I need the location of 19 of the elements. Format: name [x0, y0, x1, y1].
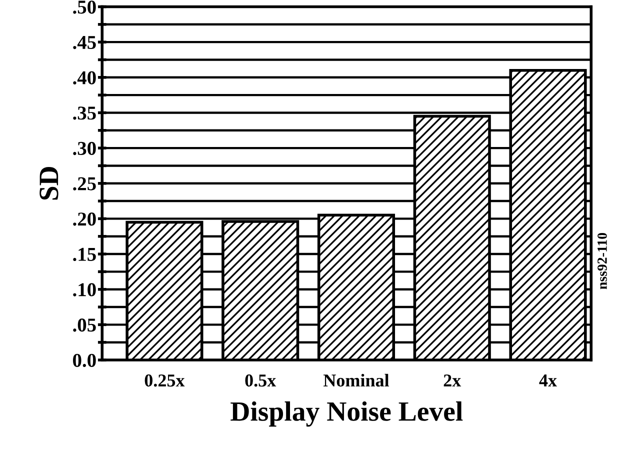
- x-tick-label: 0.5x: [245, 374, 276, 387]
- y-tick-label: .45: [73, 36, 96, 50]
- y-tick-label: .05: [73, 318, 96, 332]
- x-tick-label: 4x: [539, 374, 557, 386]
- text: nss92-110: [598, 232, 607, 290]
- y-tick-label: .10: [73, 283, 96, 296]
- x-tick-label: Nominal: [323, 374, 390, 387]
- y-tick-label: .40: [73, 71, 96, 84]
- x-tick-label: 2x: [444, 374, 462, 386]
- y-tick-label: .30: [73, 142, 96, 156]
- y-tick-label: .20: [73, 212, 96, 226]
- x-axis-title: Display Noise Level: [230, 401, 463, 427]
- y-tick-label: 0.0: [73, 354, 96, 368]
- x-tick-label: 0.25x: [144, 374, 185, 387]
- y-axis-title: SD: [40, 166, 58, 200]
- y-tick-label: .25: [73, 177, 96, 190]
- y-tick-label: .15: [73, 248, 96, 262]
- y-tick-label: .50: [73, 0, 96, 14]
- y-tick-label: .35: [73, 106, 96, 120]
